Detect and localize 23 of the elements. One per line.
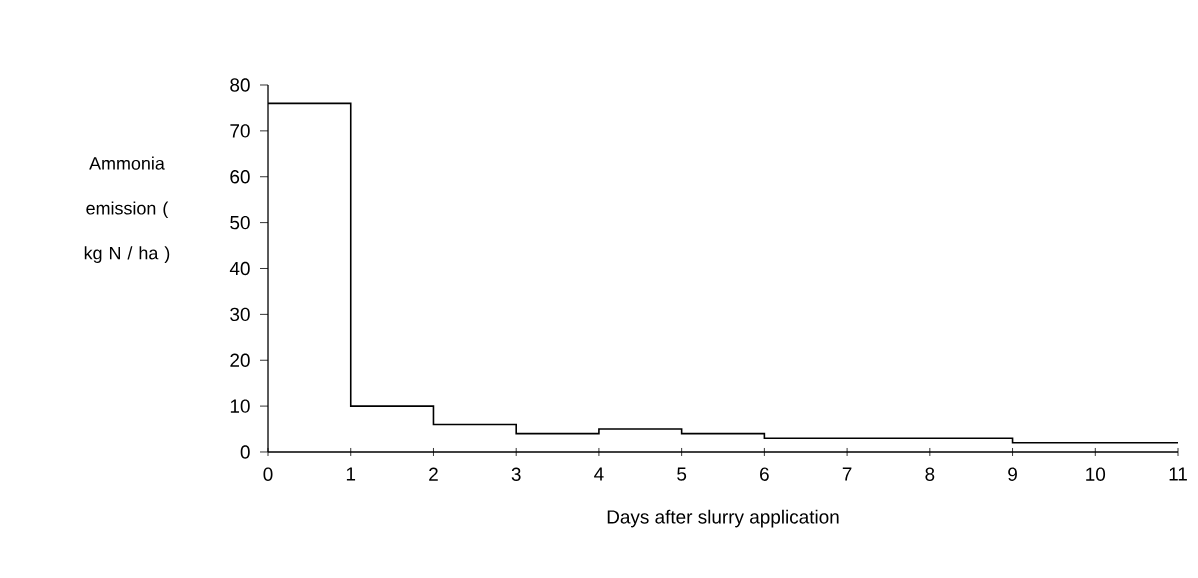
- x-tick-label: 3: [511, 467, 521, 481]
- x-tick-label: 9: [1008, 467, 1017, 481]
- x-tick-label: 10: [1086, 467, 1106, 481]
- x-tick-label: 6: [760, 467, 769, 481]
- x-tick-label: 5: [677, 467, 687, 481]
- y-tick-label: 20: [230, 353, 250, 367]
- y-tick-label: 10: [230, 399, 250, 413]
- x-tick-label: 0: [263, 467, 273, 481]
- y-tick-label: 70: [230, 124, 250, 138]
- y-tick-label: 30: [230, 307, 250, 322]
- x-tick-label: 8: [925, 467, 935, 481]
- text: Ammonia emission ( kg N / ha ): [84, 156, 170, 263]
- x-tick-label: 1: [346, 467, 356, 481]
- x-axis-title: Days after slurry application: [607, 509, 839, 528]
- x-tick-label: 11: [1169, 467, 1187, 481]
- y-tick-label: 0: [240, 445, 250, 459]
- y-tick-label: 80: [230, 78, 250, 92]
- y-tick-label: 60: [230, 170, 250, 184]
- y-tick-label: 50: [230, 215, 250, 230]
- x-tick-label: 2: [429, 467, 438, 481]
- x-tick-label: 4: [594, 467, 604, 481]
- x-tick-label: 7: [842, 467, 852, 481]
- y-tick-label: 40: [229, 261, 250, 276]
